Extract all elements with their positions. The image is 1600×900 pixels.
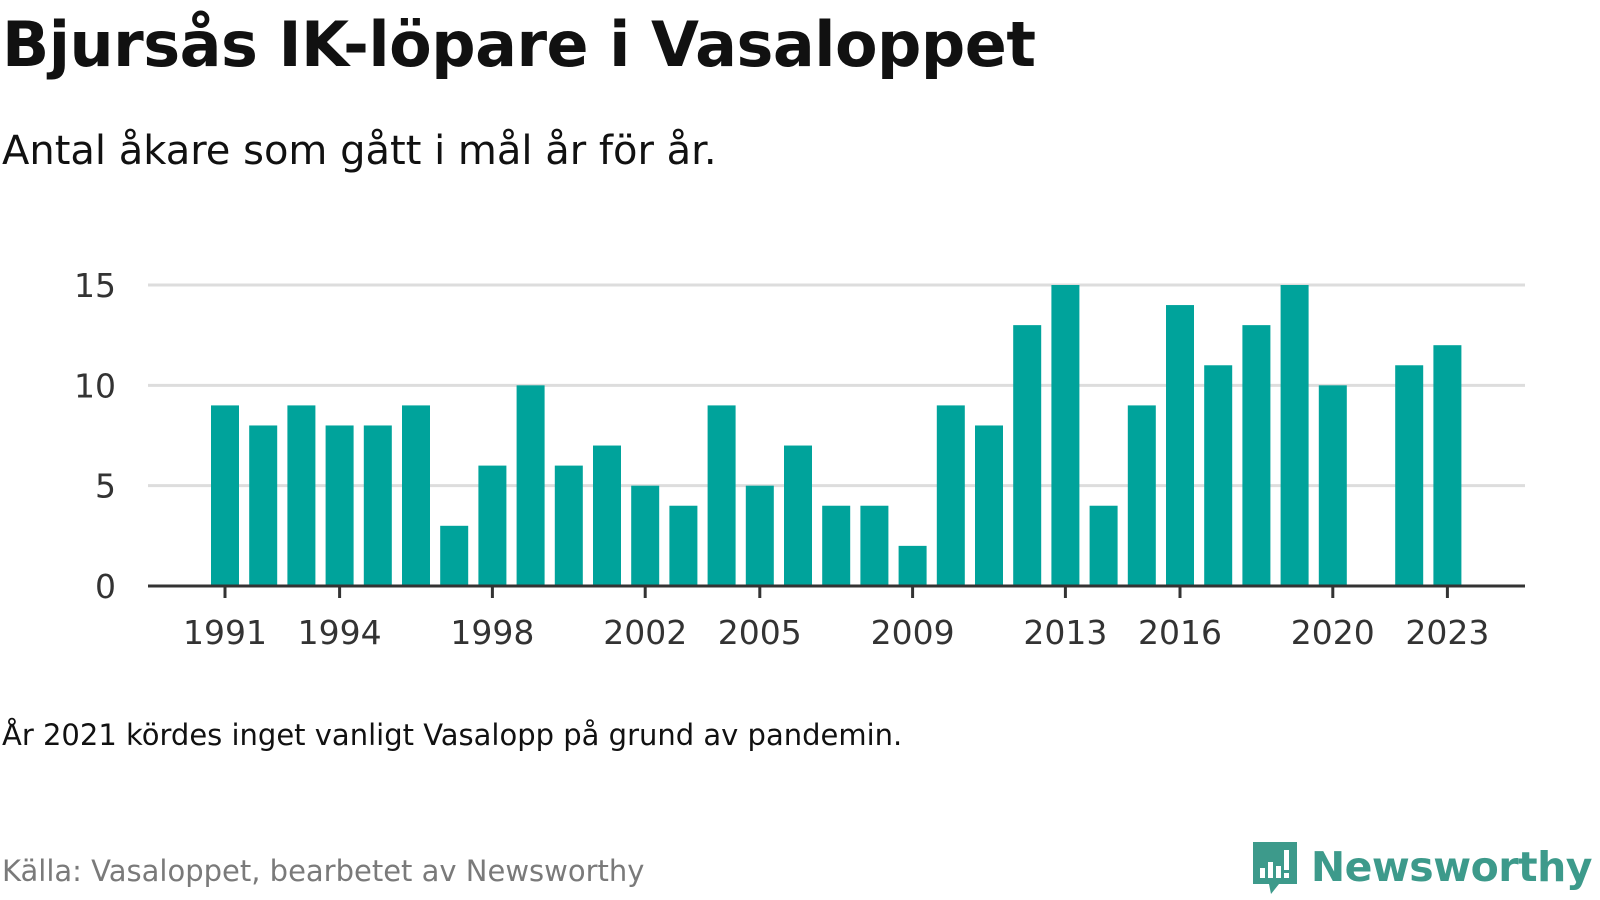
bar-2005 <box>745 485 774 586</box>
bar-2008 <box>860 505 889 586</box>
axes <box>148 584 1525 598</box>
bar-2001 <box>593 445 621 586</box>
bar-2002 <box>631 485 660 586</box>
x-tick-label: 2002 <box>603 613 687 652</box>
bar-2015 <box>1127 405 1156 586</box>
x-tick-label: 1998 <box>450 613 534 652</box>
newsworthy-logo-icon <box>1252 842 1297 894</box>
bar-1992 <box>249 425 278 586</box>
x-tick-label: 2016 <box>1138 613 1222 652</box>
brand: Newsworthy <box>1249 838 1593 896</box>
x-tick-label: 2023 <box>1405 613 1489 652</box>
x-tick-label: 1994 <box>298 613 382 652</box>
y-tick-label: 0 <box>95 567 116 606</box>
x-tick-label: 2009 <box>871 613 955 652</box>
bar-1997 <box>440 525 469 586</box>
x-tick-label: 2020 <box>1291 613 1375 652</box>
chart-title: Bjursås IK-löpare i Vasaloppet <box>2 8 1036 81</box>
bar-2007 <box>822 505 851 586</box>
bar-2006 <box>784 445 812 586</box>
tick-labels: 0 5 10 15 1991 1994 1998 2002 2005 2009 2013 2016 20… <box>74 266 1489 652</box>
bar-1991 <box>211 405 239 586</box>
bar-1994 <box>325 425 354 586</box>
bar-2011 <box>975 425 1003 586</box>
bar-2013 <box>1051 285 1080 586</box>
bar-2017 <box>1204 365 1233 586</box>
bar-2016 <box>1166 305 1194 586</box>
bar-2012 <box>1013 325 1042 586</box>
grid-lines <box>148 283 1525 488</box>
bar-2018 <box>1242 325 1271 586</box>
x-tick-label: 2005 <box>718 613 802 652</box>
bar-1995 <box>363 425 392 586</box>
bar-2020 <box>1318 385 1347 586</box>
chart-subtitle: Antal åkare som gått i mål år för år. <box>2 128 717 174</box>
bar-2004 <box>707 405 736 586</box>
bar-2010 <box>936 405 965 586</box>
y-tick-label: 10 <box>74 366 116 405</box>
bar-2003 <box>669 505 698 586</box>
bar-chart: 0 5 10 15 1991 1994 1998 2002 2005 2009 2013 2016 20… <box>74 266 1525 652</box>
brand-name: Newsworthy <box>1310 843 1593 891</box>
bar-2014 <box>1089 505 1118 586</box>
x-tick-label: 1991 <box>183 613 267 652</box>
y-tick-label: 5 <box>95 467 116 506</box>
bar-2009 <box>898 545 927 586</box>
bar-1998 <box>478 465 507 586</box>
bar-2022 <box>1395 365 1424 586</box>
bar-1996 <box>402 405 430 586</box>
bar-1993 <box>287 405 316 586</box>
y-tick-label: 15 <box>74 266 116 305</box>
x-tick-label: 2013 <box>1023 613 1107 652</box>
source-text: Källa: Vasaloppet, bearbetet av Newswort… <box>2 854 645 888</box>
bar-2019 <box>1280 285 1309 586</box>
bar-2023 <box>1433 345 1462 586</box>
footnote: År 2021 kördes inget vanligt Vasalopp på… <box>2 718 903 752</box>
bars <box>211 285 1462 586</box>
bar-2000 <box>554 465 583 586</box>
bar-1999 <box>516 385 545 586</box>
